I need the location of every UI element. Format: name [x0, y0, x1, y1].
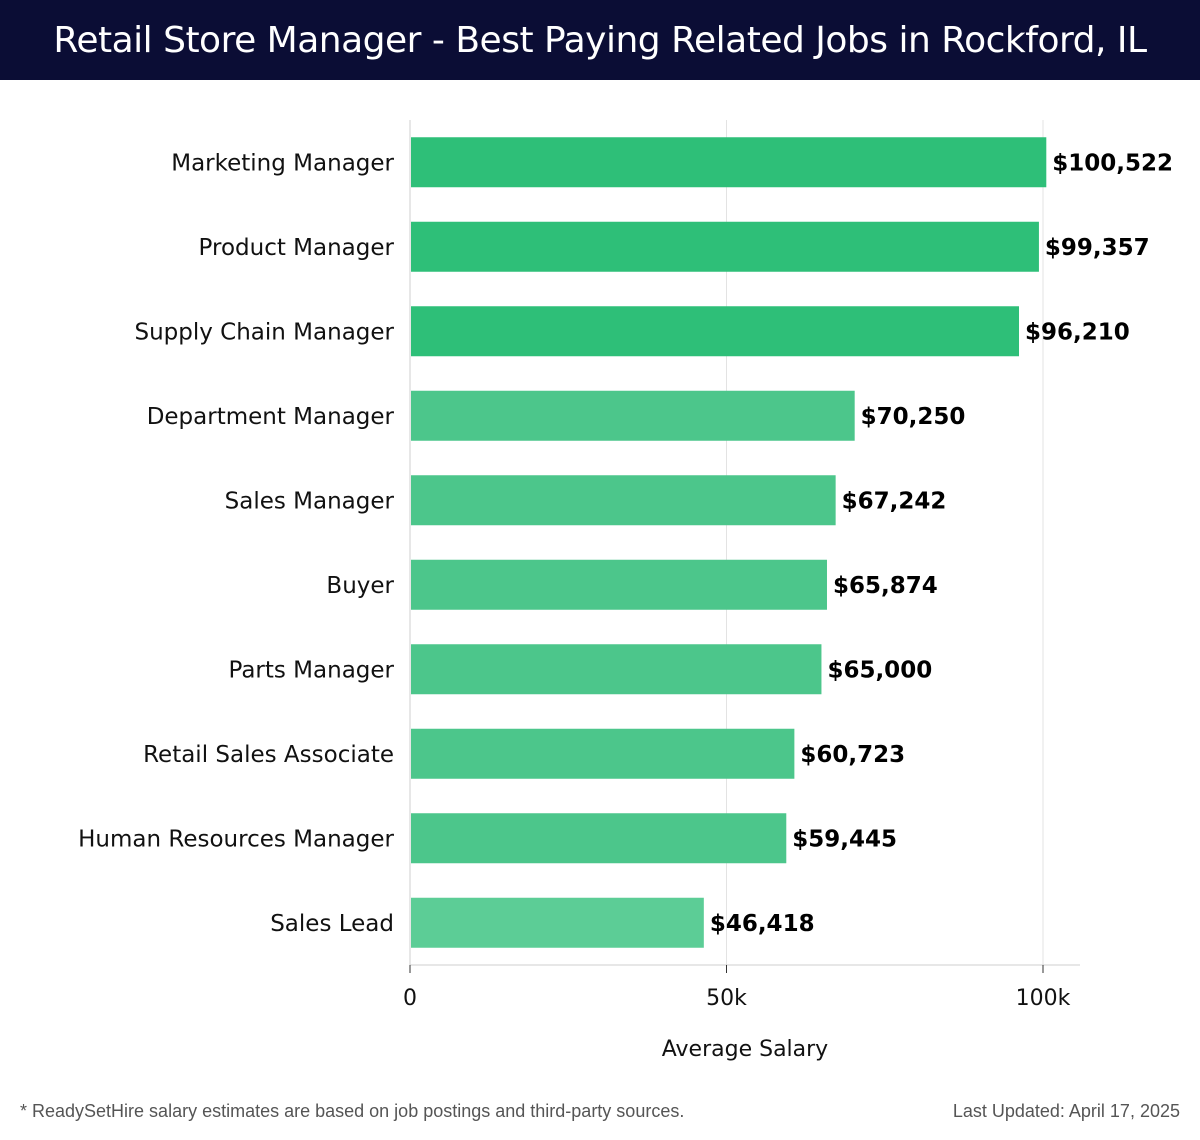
chart-title: Retail Store Manager - Best Paying Relat… [53, 19, 1147, 61]
category-label: Sales Lead [270, 911, 394, 937]
bar-product-manager[interactable] [411, 221, 1039, 272]
bar-department-manager[interactable] [411, 390, 855, 441]
value-label: $46,418 [710, 911, 815, 937]
category-label: Department Manager [147, 404, 395, 430]
bar-supply-chain-manager[interactable] [411, 306, 1020, 357]
bar-retail-sales-associate[interactable] [411, 728, 795, 779]
category-label: Human Resources Manager [78, 826, 394, 852]
bar-human-resources-manager[interactable] [411, 813, 787, 864]
footer-note: * ReadySetHire salary estimates are base… [20, 1101, 685, 1121]
x-tick-label: 0 [403, 986, 417, 1011]
value-label: $99,357 [1045, 235, 1150, 261]
value-label: $65,000 [827, 657, 932, 683]
category-label: Retail Sales Associate [143, 742, 394, 768]
chart-header: Retail Store Manager - Best Paying Relat… [0, 0, 1200, 80]
x-tick-label: 50k [706, 986, 747, 1011]
category-label: Parts Manager [228, 657, 394, 683]
category-label: Product Manager [199, 235, 395, 261]
value-label: $65,874 [833, 573, 938, 599]
value-label: $59,445 [792, 826, 897, 852]
category-label: Supply Chain Manager [134, 319, 394, 345]
value-label: $60,723 [800, 742, 905, 768]
value-label: $67,242 [842, 488, 947, 514]
x-tick-label: 100k [1016, 986, 1071, 1011]
bar-sales-lead[interactable] [411, 897, 704, 948]
category-label: Sales Manager [225, 488, 395, 514]
footer-updated: Last Updated: April 17, 2025 [952, 1101, 1180, 1121]
label-layer: Marketing Manager $100,522 Product Manager… [78, 150, 1173, 937]
bar-sales-manager[interactable] [411, 475, 836, 526]
value-label: $100,522 [1052, 150, 1173, 176]
value-label: $96,210 [1025, 319, 1130, 345]
category-label: Marketing Manager [171, 150, 394, 176]
bar-layer [411, 137, 1047, 948]
bar-buyer[interactable] [411, 559, 827, 610]
bar-parts-manager[interactable] [411, 644, 822, 695]
salary-bar-chart: Marketing Manager $100,522 Product Manager… [78, 120, 1173, 1062]
bar-marketing-manager[interactable] [411, 137, 1047, 188]
category-label: Buyer [326, 573, 394, 599]
x-axis-title: Average Salary [662, 1037, 828, 1062]
value-label: $70,250 [861, 404, 966, 430]
axis-layer: 0 50k 100k Average Salary [403, 120, 1080, 1062]
